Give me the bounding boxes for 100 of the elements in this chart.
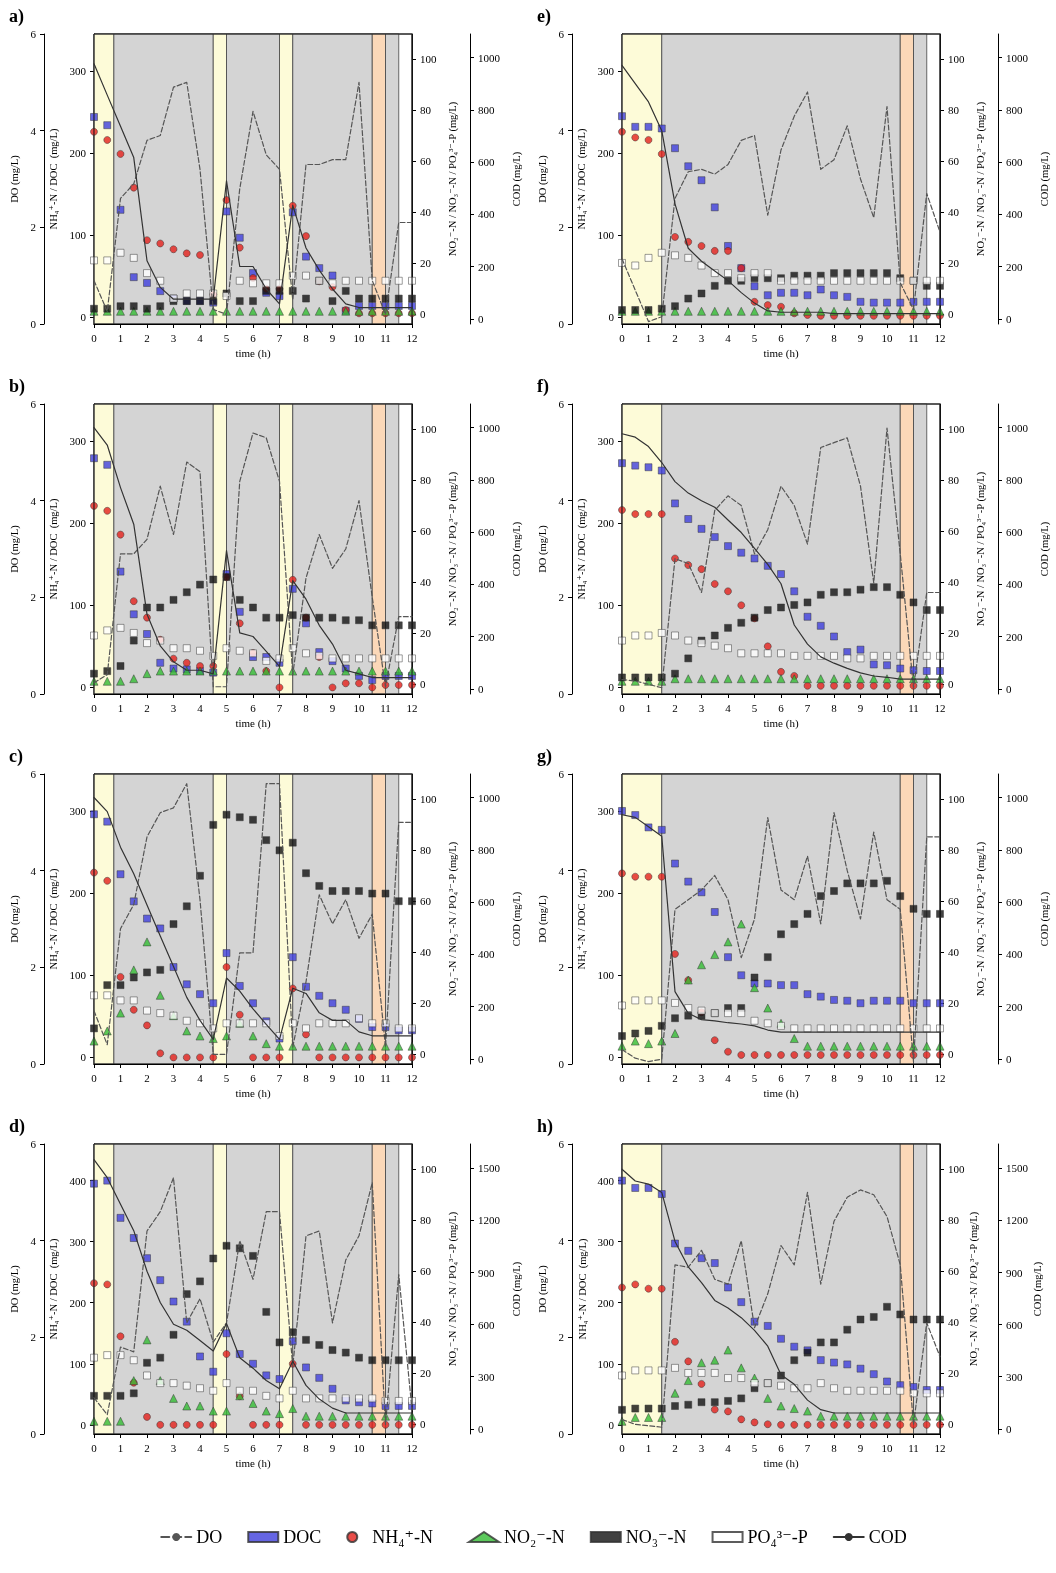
y2-tick-label: 40: [948, 1316, 960, 1329]
x-tick-label: 9: [857, 1071, 864, 1084]
x-tick-label: 6: [250, 1071, 257, 1084]
x-tick-label: 6: [778, 331, 785, 344]
y2-tick-label: 100: [948, 53, 965, 66]
x-tick-label: 4: [725, 701, 732, 714]
y2-tick-label: 80: [420, 844, 432, 857]
y-axis-title: DO (mg/L): [8, 1264, 21, 1313]
y-tick-label: 100: [69, 1357, 87, 1370]
y2-tick-label: 20: [948, 626, 960, 639]
y2-tick-label: 40: [948, 576, 960, 589]
x-tick-label: 4: [725, 331, 732, 344]
x-tick-label: 8: [303, 701, 310, 714]
x-tick-label: 2: [144, 701, 150, 714]
y2-tick-label: 80: [948, 474, 960, 487]
y2-tick-label: 1200: [478, 1214, 501, 1227]
y2-tick-label: 300: [1006, 1370, 1023, 1383]
y2-tick-label: 300: [478, 1370, 495, 1383]
x-tick-label: 1: [117, 701, 124, 714]
x-tick-label: 3: [170, 331, 177, 344]
y-tick-label: 0: [608, 311, 615, 324]
x-tick-label: 9: [857, 331, 864, 344]
x-tick-label: 7: [276, 1441, 283, 1454]
x-tick-label: 8: [831, 1071, 838, 1084]
y2-tick-label: 100: [420, 793, 437, 806]
y2-tick-label: 1500: [1006, 1162, 1029, 1175]
y-tick-label: 6: [30, 28, 37, 40]
y-tick-label: 2: [30, 1331, 36, 1344]
y2-tick-label: 60: [948, 1265, 960, 1278]
x-tick-label: 1: [645, 701, 652, 714]
y2-tick-label: 400: [478, 208, 495, 221]
y2-tick-label: 40: [420, 946, 432, 959]
y2-axis-title: NO₂⁻-N / NO₃⁻-N / PO₄³⁻-P (mg/L): [447, 471, 460, 627]
y2-tick-label: 800: [1006, 473, 1023, 486]
y-tick-label: 2: [30, 961, 36, 974]
x-tick-label: 5: [223, 1071, 230, 1084]
y-tick-label: 2: [558, 591, 564, 604]
y-tick-label: 6: [558, 768, 565, 780]
x-tick-label: 9: [857, 1441, 864, 1454]
y2-axis-title: NO₂⁻-N / NO₃⁻-N / PO₄³⁻-P (mg/L): [975, 471, 988, 627]
x-tick-label: 1: [645, 1071, 652, 1084]
x-tick-label: 0: [619, 1071, 626, 1084]
x-tick-label: 11: [908, 1071, 919, 1084]
y-tick-label: 200: [69, 887, 87, 900]
y2-tick-label: 40: [948, 206, 960, 219]
y-tick-label: 4: [558, 494, 565, 507]
y-tick-label: 4: [30, 864, 37, 877]
y2-tick-label: 60: [948, 155, 960, 168]
y-tick-label: 0: [608, 681, 615, 694]
x-tick-label: 7: [276, 1071, 283, 1084]
y-tick-label: 4: [558, 124, 565, 137]
y2-tick-label: 200: [478, 1000, 495, 1013]
y2-tick-label: 100: [420, 423, 437, 436]
y-tick-label: 200: [597, 887, 615, 900]
x-tick-label: 6: [250, 1441, 257, 1454]
y2-tick-label: 0: [420, 1417, 426, 1430]
x-tick-label: 11: [380, 701, 391, 714]
y-tick-label: 300: [69, 64, 87, 77]
x-tick-label: 2: [672, 1071, 678, 1084]
x-tick-label: 2: [144, 1071, 150, 1084]
y-axis-title: NH₄⁺-N / DOC (mg/L): [575, 498, 588, 600]
y2-tick-label: 0: [420, 1047, 426, 1060]
y2-axis-title: NO₂⁻-N / NO₃⁻-N / PO₄³⁻-P (mg/L): [447, 1211, 460, 1367]
y2-axis-title: NO₂⁻-N / NO₃⁻-N / PO₄³⁻-P (mg/L): [447, 101, 460, 257]
y2-tick-label: 600: [1006, 156, 1023, 169]
x-tick-label: 12: [934, 1071, 946, 1084]
y-tick-label: 200: [69, 1296, 87, 1309]
x-tick-label: 3: [170, 1441, 177, 1454]
legend-label: DO: [196, 1527, 223, 1547]
x-tick-label: 1: [645, 1441, 652, 1454]
x-tick-label: 11: [908, 701, 919, 714]
y2-tick-label: 80: [420, 474, 432, 487]
y-tick-label: 0: [558, 1058, 565, 1070]
x-tick-label: 8: [303, 1071, 310, 1084]
y-tick-label: 400: [597, 1174, 615, 1187]
x-tick-label: 12: [934, 1441, 946, 1454]
legend-label: NO₂⁻-N: [504, 1527, 565, 1547]
x-tick-label: 8: [831, 701, 838, 714]
y-tick-label: 0: [80, 1418, 87, 1431]
y-tick-label: 200: [597, 1296, 615, 1309]
y2-tick-label: 800: [478, 843, 495, 856]
x-axis-title: time (h): [235, 1457, 271, 1471]
y2-tick-label: 600: [478, 156, 495, 169]
x-tick-label: 7: [804, 331, 811, 344]
y2-tick-label: 0: [1006, 1052, 1012, 1065]
x-tick-label: 2: [672, 701, 678, 714]
x-tick-label: 1: [117, 1071, 124, 1084]
y2-tick-label: 800: [1006, 103, 1023, 116]
y2-axis-title: COD (mg/L): [510, 891, 523, 947]
x-tick-label: 3: [698, 1441, 705, 1454]
y2-tick-label: 200: [1006, 260, 1023, 273]
y2-tick-label: 0: [478, 312, 484, 325]
x-tick-label: 4: [197, 1071, 204, 1084]
y2-tick-label: 0: [420, 677, 426, 690]
x-tick-label: 5: [751, 701, 758, 714]
legend-label: COD: [868, 1527, 907, 1547]
y2-tick-label: 40: [948, 946, 960, 959]
y2-tick-label: 100: [420, 1163, 437, 1176]
x-tick-label: 11: [908, 1441, 919, 1454]
x-tick-label: 9: [329, 1441, 336, 1454]
